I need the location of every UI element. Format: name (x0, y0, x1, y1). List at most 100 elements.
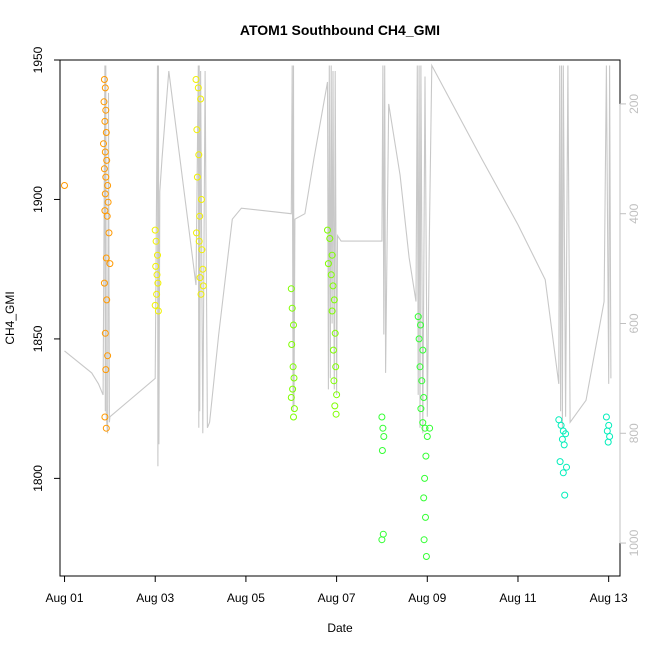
data-point (558, 435, 566, 443)
data-point (329, 346, 337, 354)
data-point (563, 463, 570, 471)
data-point (61, 182, 68, 189)
data-point (153, 290, 161, 298)
data-point (327, 271, 335, 279)
data-point (421, 474, 429, 482)
data-point (557, 421, 565, 429)
y2-tick-label: 400 (627, 203, 641, 223)
data-point (101, 413, 109, 421)
data-point (104, 352, 112, 360)
y2-tick-label: 200 (627, 94, 641, 114)
data-point (197, 95, 205, 103)
data-point (420, 536, 428, 544)
data-point (331, 329, 339, 337)
y-tick-label: 1950 (31, 46, 45, 73)
x-tick-label: Aug 07 (318, 591, 356, 605)
y2-tick-label: 1000 (627, 529, 641, 556)
data-point (102, 106, 110, 114)
data-point (100, 279, 108, 287)
data-point (151, 226, 159, 234)
data-point (193, 126, 201, 134)
data-point (606, 433, 614, 440)
data-point (152, 237, 160, 245)
data-point (289, 385, 297, 393)
y-axis: 1800 1850 1900 1950 (31, 46, 60, 492)
y-tick-label: 1800 (31, 465, 45, 492)
data-point (422, 513, 429, 521)
data-point (415, 335, 423, 343)
data-point (326, 235, 334, 242)
data-point (193, 229, 200, 237)
data-point (290, 374, 298, 382)
data-point (328, 251, 336, 259)
x-axis: Aug 01 Aug 03 Aug 05 Aug 07 Aug 09 Aug 11 Aug … (46, 576, 628, 605)
chart-title: ATOM1 Southbound CH4_GMI (240, 22, 440, 38)
data-point (102, 366, 110, 374)
data-point (290, 321, 297, 329)
data-point (324, 226, 331, 234)
data-point (152, 262, 160, 270)
data-point (196, 212, 204, 220)
data-point (101, 84, 109, 92)
data-point (290, 413, 297, 421)
data-point (379, 424, 387, 432)
data-point (197, 290, 205, 298)
data-point (198, 246, 206, 254)
data-point (420, 494, 428, 502)
data-point (154, 251, 161, 259)
data-point (104, 198, 112, 206)
data-point (100, 98, 108, 106)
data-point (332, 363, 340, 371)
data-point (198, 196, 205, 203)
data-point (199, 282, 207, 290)
data-point (100, 140, 107, 148)
plot-area (61, 63, 614, 560)
data-point (419, 346, 427, 354)
x-tick-label: Aug 03 (136, 591, 174, 605)
data-point (418, 377, 426, 385)
data-point (417, 321, 424, 329)
data-point (378, 413, 386, 421)
data-point (378, 447, 386, 454)
altitude-line (64, 63, 612, 467)
data-point (105, 229, 113, 237)
data-point (421, 424, 429, 432)
data-point (332, 410, 340, 418)
data-point (101, 190, 109, 198)
data-point (199, 265, 207, 273)
data-point (329, 282, 337, 290)
data-point (604, 438, 612, 446)
data-point (417, 405, 425, 413)
data-point (331, 402, 339, 410)
data-point (195, 237, 203, 245)
data-point (324, 260, 332, 268)
data-point (555, 416, 563, 424)
data-point (330, 296, 338, 304)
data-point (420, 394, 428, 401)
data-point (556, 458, 564, 466)
data-point (602, 413, 610, 421)
x-tick-label: Aug 09 (408, 591, 446, 605)
data-point (561, 491, 569, 499)
y-axis-label: CH4_GMI (3, 291, 17, 344)
y2-tick-label: 800 (627, 423, 641, 443)
x-axis-label: Date (327, 621, 353, 635)
data-point (330, 377, 338, 385)
data-point (426, 424, 434, 432)
data-point (103, 212, 111, 220)
data-point (380, 433, 388, 440)
data-point (196, 274, 204, 282)
data-point (328, 307, 336, 315)
plot-frame (59, 59, 621, 577)
data-point (100, 165, 108, 173)
data-point (102, 173, 110, 181)
y2-axis: 200 400 600 800 1000 (619, 94, 641, 556)
data-point (605, 421, 613, 429)
data-point (422, 553, 430, 560)
data-point (102, 129, 110, 136)
data-point (562, 430, 570, 438)
data-point (102, 424, 110, 432)
data-point (287, 394, 295, 401)
data-point (194, 84, 202, 92)
